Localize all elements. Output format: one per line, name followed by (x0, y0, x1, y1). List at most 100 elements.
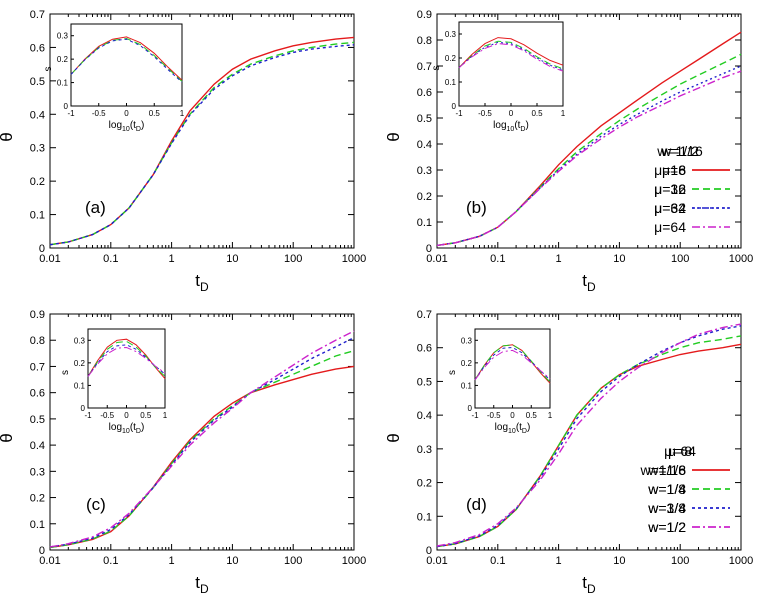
inset-y-axis-label: s (431, 66, 442, 71)
y-tick-label: 0.5 (30, 76, 45, 88)
inset-x-axis-label: log10(tD) (109, 422, 145, 435)
inset-x-tick-label: -0.5 (100, 411, 114, 420)
legend-label: μ=8 (662, 162, 686, 178)
inset-series-line-1 (458, 37, 564, 68)
x-tick-label: 0.01 (426, 253, 447, 265)
x-tick-label: 10 (226, 555, 238, 567)
inset-chart: -1 -0.5 0 0.5 1 0 0.1 0.2 0.3 log10(tD) s (60, 328, 168, 435)
y-axis-label: θ (0, 132, 16, 141)
inset-series-line-4 (474, 349, 551, 381)
y-tick-label: 0.1 (30, 519, 45, 531)
x-tick-label: 1 (169, 253, 175, 265)
y-tick-label: 0.1 (417, 217, 432, 229)
inset-x-axis-label: log10(tD) (495, 422, 531, 435)
y-tick-label: 0.2 (417, 478, 432, 490)
y-tick-label: 0.6 (30, 388, 45, 400)
x-tick-label: 0.1 (103, 253, 118, 265)
y-tick-label: 0.9 (417, 9, 432, 21)
plot-frame (436, 313, 742, 551)
y-tick-label: 0.3 (417, 165, 432, 177)
legend-label: w=1/2 (647, 519, 686, 535)
series-line-4 (49, 330, 355, 548)
legend-title: w=1/16 (656, 143, 703, 159)
inset-x-tick-label: -1 (67, 109, 75, 118)
x-axis-label: tD (582, 271, 596, 294)
inset-chart: -1 -0.5 0 0.5 1 0 0.1 0.2 0.3 log10(tD) s (431, 21, 566, 133)
inset-y-tick-label: 0.2 (57, 55, 69, 64)
inset-y-tick-label: 0.1 (445, 78, 457, 87)
y-tick-label: 0.4 (30, 440, 45, 452)
inset-x-tick-label: 1 (180, 109, 185, 118)
x-tick-label: 1000 (729, 253, 753, 265)
plot-frame (49, 13, 355, 249)
x-axis-label: tD (582, 573, 596, 596)
inset-y-tick-label: 0 (468, 404, 473, 413)
x-tick-label: 100 (671, 253, 689, 265)
inset-y-tick-label: 0 (64, 102, 69, 111)
legend-label: μ=64 (654, 219, 686, 235)
inset-y-tick-label: 0.2 (445, 54, 457, 63)
inset-x-tick-label: -1 (471, 411, 479, 420)
inset-y-axis-label: s (60, 370, 71, 375)
inset-series-line-4 (458, 43, 564, 72)
y-tick-label: 0.5 (417, 376, 432, 388)
inset-x-axis-label: log10(tD) (109, 120, 145, 133)
y-tick-label: 0.9 (30, 309, 45, 321)
legend: μ=64w=1/16w=1/8w=1/4w=1/2 (639, 443, 730, 535)
series-line-3 (436, 325, 742, 548)
legend: w=1/2μ=8μ=16μ=32μ=64 (654, 143, 730, 235)
series-line-2 (436, 335, 742, 548)
inset-y-tick-label: 0.3 (74, 336, 86, 345)
y-tick-label: 0 (39, 545, 45, 557)
series-line-2 (49, 350, 355, 549)
panel-d: 0.01 0.1 1 10 100 100000.10.20.30.40.50.60.7t… (384, 309, 753, 596)
y-tick-label: 0 (426, 243, 432, 255)
inset-x-tick-label: 0 (124, 411, 129, 420)
y-tick-label: 0.7 (417, 61, 432, 73)
series-line-3 (436, 65, 742, 247)
y-tick-label: 0.3 (417, 444, 432, 456)
x-tick-label: 0.1 (103, 555, 118, 567)
inset-y-tick-label: 0 (452, 102, 457, 111)
inset-x-tick-label: 1 (163, 411, 168, 420)
y-axis-label: θ (384, 132, 403, 141)
series-line-3 (49, 336, 355, 548)
panel-b: 0.01 0.1 1 10 100 100000.10.20.30.40.50.60.70… (384, 9, 753, 294)
inset-y-tick-label: 0.1 (461, 381, 473, 390)
inset-x-tick-label: -0.5 (487, 411, 501, 420)
legend-label: w=1/8 (647, 481, 686, 497)
inset-x-tick-label: 0 (510, 411, 515, 420)
inset-x-tick-label: 0.5 (140, 411, 152, 420)
y-tick-label: 0.5 (30, 414, 45, 426)
x-tick-label: 0.01 (39, 253, 60, 265)
plot-frame (49, 313, 355, 551)
x-tick-label: 0.01 (39, 555, 60, 567)
x-tick-label: 1000 (342, 253, 366, 265)
inset-chart: -1 -0.5 0 0.5 1 0 0.1 0.2 0.3 log10(tD) s (447, 328, 553, 435)
y-tick-label: 0.8 (30, 335, 45, 347)
legend-label: w=1/4 (647, 500, 686, 516)
inset-frame (87, 328, 166, 409)
x-tick-label: 1000 (729, 555, 753, 567)
legend-label: w=3/8 (647, 500, 686, 516)
y-tick-label: 0.6 (417, 343, 432, 355)
inset-y-tick-label: 0 (81, 404, 86, 413)
inset-y-tick-label: 0.3 (461, 336, 473, 345)
y-tick-label: 0.7 (417, 309, 432, 321)
x-axis-label: tD (195, 271, 209, 294)
x-tick-label: 0.1 (490, 555, 505, 567)
inset-x-tick-label: 0 (124, 109, 129, 118)
inset-frame (70, 23, 183, 107)
inset-y-tick-label: 0.3 (57, 32, 69, 41)
inset-series-line-1 (70, 36, 183, 81)
inset-y-tick-label: 0.1 (74, 381, 86, 390)
inset-series-line-3 (458, 41, 564, 71)
inset-y-tick-label: 0.1 (57, 79, 69, 88)
plot-frame (436, 13, 742, 249)
inset-series-line-3 (70, 38, 183, 83)
y-tick-label: 0.6 (30, 42, 45, 54)
panel-label: (c) (86, 495, 106, 514)
y-tick-label: 0.7 (30, 361, 45, 373)
y-tick-label: 0.4 (30, 109, 45, 121)
